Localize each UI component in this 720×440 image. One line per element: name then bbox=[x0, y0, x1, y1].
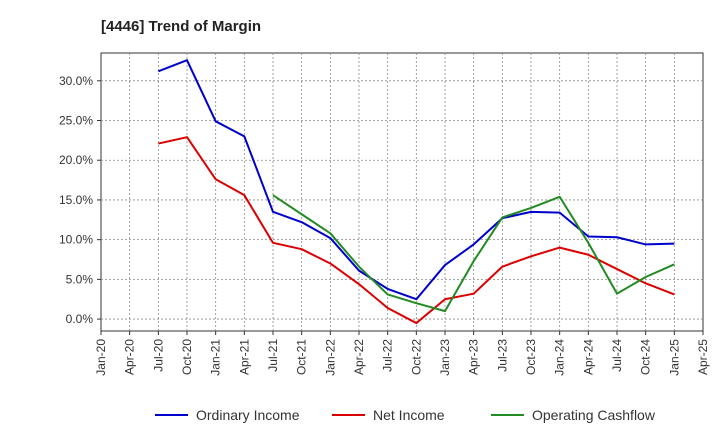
y-tick-label: 5.0% bbox=[66, 272, 94, 286]
legend-label: Operating Cashflow bbox=[532, 407, 656, 423]
x-tick-label: Oct-22 bbox=[409, 339, 423, 375]
x-tick-label: Jan-22 bbox=[323, 339, 337, 376]
x-tick-label: Oct-20 bbox=[180, 339, 194, 375]
x-tick-label: Oct-23 bbox=[524, 339, 538, 375]
gridlines bbox=[101, 53, 703, 331]
y-tick-label: 10.0% bbox=[59, 233, 93, 247]
y-axis-ticks: 0.0% 5.0% 10.0% 15.0% 20.0% 25.0% 30.0% bbox=[59, 74, 101, 326]
legend: Ordinary Income Net Income Operating Cashf… bbox=[155, 407, 656, 423]
legend-label: Net Income bbox=[373, 407, 445, 423]
x-tick-label: Apr-20 bbox=[123, 339, 137, 375]
legend-label: Ordinary Income bbox=[196, 407, 300, 423]
x-tick-label: Jan-25 bbox=[667, 339, 681, 376]
x-tick-label: Oct-24 bbox=[639, 339, 653, 375]
x-tick-label: Jul-23 bbox=[495, 339, 509, 372]
y-tick-label: 25.0% bbox=[59, 114, 93, 128]
x-axis-ticks: Jan-20 Apr-20 Jul-20 Oct-20 Jan-21 Apr-21 Jul-… bbox=[94, 331, 710, 376]
x-tick-label: Apr-24 bbox=[581, 339, 595, 375]
y-tick-label: 0.0% bbox=[66, 312, 94, 326]
plot-area bbox=[100, 52, 704, 332]
x-tick-label: Apr-25 bbox=[696, 339, 710, 375]
y-tick-label: 30.0% bbox=[59, 74, 93, 88]
x-tick-label: Jan-21 bbox=[209, 339, 223, 376]
x-tick-label: Apr-22 bbox=[352, 339, 366, 375]
x-tick-label: Jan-24 bbox=[553, 339, 567, 376]
x-tick-label: Jan-23 bbox=[438, 339, 452, 376]
series-line-net-income bbox=[158, 136, 675, 325]
x-tick-label: Jul-21 bbox=[266, 339, 280, 372]
x-tick-label: Jul-20 bbox=[151, 339, 165, 372]
y-tick-label: 20.0% bbox=[59, 153, 93, 167]
x-tick-label: Apr-23 bbox=[467, 339, 481, 375]
series-line-operating-cashflow bbox=[272, 194, 675, 313]
x-tick-label: Jul-22 bbox=[381, 339, 395, 372]
x-tick-label: Oct-21 bbox=[295, 339, 309, 375]
chart-title: [4446] Trend of Margin bbox=[101, 18, 261, 35]
series-line-ordinary-income bbox=[157, 59, 675, 301]
x-tick-label: Jan-20 bbox=[94, 339, 108, 376]
series-lines bbox=[157, 59, 675, 325]
x-tick-label: Jul-24 bbox=[610, 339, 624, 372]
x-tick-label: Apr-21 bbox=[237, 339, 251, 375]
y-tick-label: 15.0% bbox=[59, 193, 93, 207]
